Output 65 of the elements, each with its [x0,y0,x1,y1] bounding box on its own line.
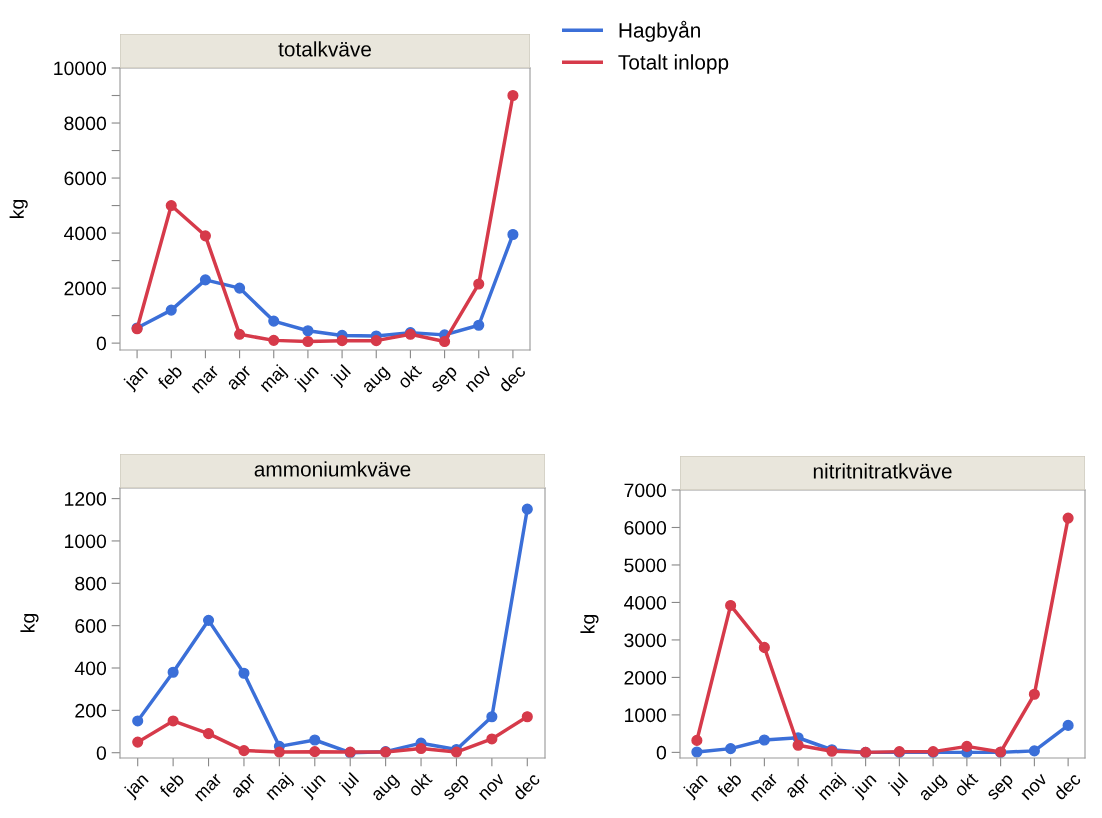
y-tick-label: 3000 [624,633,667,648]
x-tick-label: apr [785,773,814,801]
y-tick-label: 7000 [624,483,667,498]
y-tick-label: 200 [75,703,107,718]
x-tick-label: mar [191,365,220,394]
y-axis-title: kg [20,613,39,632]
x-tick-label: nov [478,773,506,801]
x-tick-label: mar [750,773,779,802]
y-tick-label: 0 [96,746,107,760]
legend-label: Totalt inlopp [618,54,729,74]
x-tick-label: dec [511,771,541,801]
y-tick-label: 6000 [64,171,107,186]
x-tick-label: okt [952,771,979,798]
y-tick-label: 0 [96,336,107,351]
x-tick-label: maj [263,772,295,803]
x-tick-label: dec [1052,771,1082,801]
x-tick-label: aug [371,774,402,804]
x-tick-label: feb [156,363,184,391]
x-tick-label: maj [816,772,848,803]
y-tick-label: 0 [656,745,667,760]
x-tick-label: apr [227,365,255,393]
x-tick-label: feb [158,771,185,799]
y-tick-label: 1000 [65,534,107,549]
x-tick-label: jun [300,772,329,801]
x-tick-label: sep [442,774,473,804]
x-tick-label: sep [987,774,1017,804]
y-axis-title: kg [9,199,28,218]
x-tick-label: apr [231,773,259,801]
x-tick-label: jan [682,772,711,801]
x-tick-label: jun [850,772,880,801]
y-tick-label: 2000 [64,281,107,296]
y-tick-label: 4000 [64,226,107,241]
x-tick-label: maj [258,364,290,395]
y-tick-label: 8000 [64,116,107,131]
legend-label: Hagbyån [619,20,700,42]
y-axis-title: kg [580,614,599,633]
x-tick-label: jun [293,364,322,393]
chart-title: nitritnitratkväve [813,463,952,479]
y-tick-label: 10000 [54,61,107,76]
x-tick-label: jul [886,772,911,797]
y-tick-label: 4000 [624,595,667,610]
x-tick-label: jan [122,364,151,393]
y-tick-label: 800 [75,576,107,591]
y-tick-label: 400 [74,661,107,676]
x-tick-label: mar [194,773,223,802]
x-tick-label: jul [337,772,362,797]
x-tick-label: aug [919,774,949,804]
x-tick-label: jan [122,772,152,801]
x-tick-label: nov [465,365,493,393]
y-tick-label: 2000 [624,670,667,685]
y-tick-label: 5000 [624,558,667,573]
x-tick-label: jul [329,364,354,389]
chart-title: totalkväve [278,41,371,57]
y-tick-label: 1000 [625,708,667,723]
x-tick-label: feb [715,771,743,799]
x-tick-label: aug [362,366,393,396]
x-tick-label: okt [396,363,423,390]
chart-title: ammoniumkväve [254,461,411,477]
y-tick-label: 600 [75,619,107,633]
x-tick-label: nov [1021,773,1049,801]
y-tick-label: 6000 [624,520,667,535]
y-tick-label: 1200 [65,492,107,506]
x-tick-label: dec [497,363,527,393]
x-tick-label: sep [431,366,461,396]
x-tick-label: okt [407,771,433,798]
